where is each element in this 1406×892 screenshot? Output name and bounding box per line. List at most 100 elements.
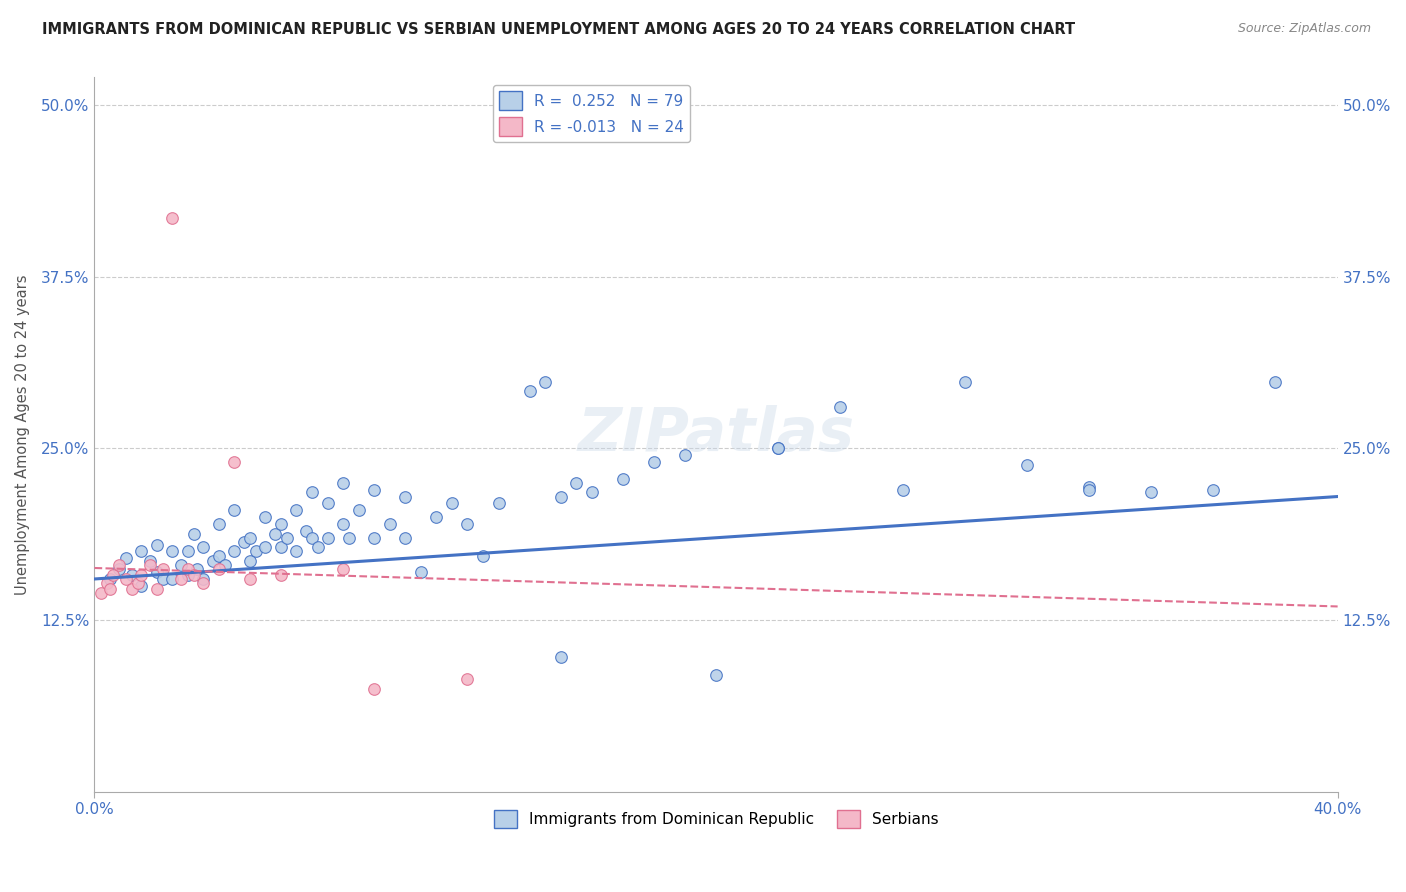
Point [307, 541, 329, 555]
Point [177, 544, 200, 558]
Point [332, 516, 354, 531]
Point [139, 558, 162, 573]
Point [440, 496, 463, 510]
Point [1202, 483, 1225, 497]
Point [129, 567, 152, 582]
Point [98, 582, 121, 596]
Point [276, 531, 298, 545]
Point [409, 565, 432, 579]
Point [673, 448, 696, 462]
Point [394, 490, 416, 504]
Point [245, 544, 267, 558]
Legend: Immigrants from Dominican Republic, Serbians: Immigrants from Dominican Republic, Serb… [488, 804, 945, 834]
Point [186, 562, 208, 576]
Point [1264, 376, 1286, 390]
Point [456, 673, 478, 687]
Point [239, 572, 262, 586]
Point [121, 582, 143, 596]
Point [425, 510, 447, 524]
Point [332, 475, 354, 490]
Point [766, 442, 789, 456]
Point [160, 211, 183, 225]
Point [239, 554, 262, 568]
Point [108, 558, 131, 573]
Point [1015, 458, 1038, 472]
Point [160, 544, 183, 558]
Point [332, 562, 354, 576]
Point [101, 567, 124, 582]
Point [347, 503, 370, 517]
Point [270, 567, 292, 582]
Point [285, 503, 308, 517]
Text: Source: ZipAtlas.com: Source: ZipAtlas.com [1237, 22, 1371, 36]
Point [193, 576, 215, 591]
Point [565, 475, 588, 490]
Point [152, 572, 174, 586]
Point [270, 541, 292, 555]
Point [285, 544, 308, 558]
Point [114, 572, 136, 586]
Point [129, 544, 152, 558]
Point [177, 567, 200, 582]
Point [224, 544, 246, 558]
Point [550, 650, 572, 665]
Point [224, 503, 246, 517]
Point [394, 531, 416, 545]
Point [316, 496, 339, 510]
Point [891, 483, 914, 497]
Point [145, 538, 167, 552]
Point [363, 531, 385, 545]
Point [127, 576, 149, 591]
Point [550, 490, 572, 504]
Point [121, 567, 143, 582]
Point [183, 567, 205, 582]
Point [170, 572, 193, 586]
Point [534, 376, 557, 390]
Point [239, 531, 262, 545]
Point [488, 496, 510, 510]
Point [160, 572, 183, 586]
Point [643, 455, 665, 469]
Point [953, 376, 976, 390]
Point [193, 572, 215, 586]
Point [139, 554, 162, 568]
Point [145, 565, 167, 579]
Point [472, 549, 495, 563]
Point [232, 534, 254, 549]
Point [1078, 483, 1101, 497]
Point [224, 455, 246, 469]
Point [208, 562, 231, 576]
Point [270, 516, 292, 531]
Point [98, 572, 121, 586]
Point [766, 442, 789, 456]
Point [193, 541, 215, 555]
Point [301, 485, 323, 500]
Point [363, 681, 385, 696]
Point [177, 562, 200, 576]
Point [208, 549, 231, 563]
Point [129, 579, 152, 593]
Point [1078, 480, 1101, 494]
Point [170, 558, 193, 573]
Point [830, 401, 852, 415]
Point [145, 582, 167, 596]
Point [254, 510, 277, 524]
Point [114, 551, 136, 566]
Point [363, 483, 385, 497]
Point [316, 531, 339, 545]
Y-axis label: Unemployment Among Ages 20 to 24 years: Unemployment Among Ages 20 to 24 years [15, 275, 30, 595]
Point [378, 516, 401, 531]
Point [108, 562, 131, 576]
Point [581, 485, 603, 500]
Point [208, 516, 231, 531]
Text: IMMIGRANTS FROM DOMINICAN REPUBLIC VS SERBIAN UNEMPLOYMENT AMONG AGES 20 TO 24 Y: IMMIGRANTS FROM DOMINICAN REPUBLIC VS SE… [42, 22, 1076, 37]
Point [704, 668, 727, 682]
Point [263, 526, 285, 541]
Point [337, 531, 360, 545]
Point [96, 576, 118, 591]
Text: ZIPatlas: ZIPatlas [578, 405, 855, 464]
Point [201, 554, 224, 568]
Point [1140, 485, 1163, 500]
Point [301, 531, 323, 545]
Point [456, 516, 478, 531]
